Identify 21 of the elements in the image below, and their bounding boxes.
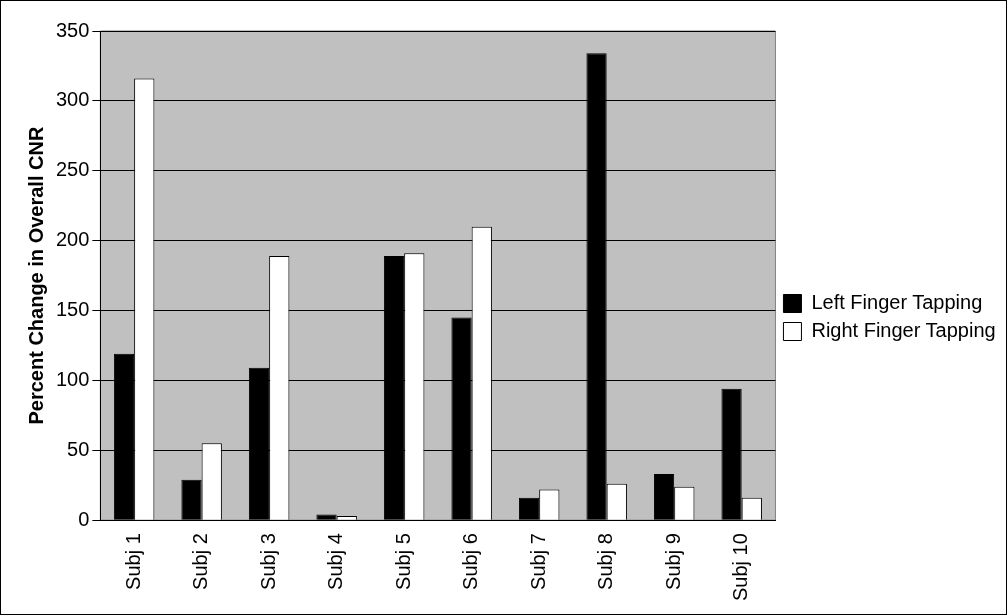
y-tick-label: 0: [78, 507, 90, 530]
y-tick-label: 350: [55, 18, 90, 41]
x-tick-label: Subj 3: [256, 533, 279, 590]
x-tick-label: Subj 7: [526, 533, 549, 590]
x-tick-label: Subj 9: [661, 533, 684, 590]
y-tick-label: 50: [67, 437, 90, 460]
y-tick-label: 150: [55, 298, 90, 321]
x-tick-label: Subj 4: [324, 533, 347, 590]
x-tick-label: Subj 6: [459, 533, 482, 590]
legend-label: Left Finger Tapping: [811, 291, 983, 314]
x-tick-label: Subj 5: [391, 533, 414, 590]
x-tick-label: Subj 10: [729, 533, 752, 602]
y-tick-label: 250: [55, 158, 90, 181]
y-tick-label: 300: [55, 88, 90, 111]
y-tick-label: 100: [55, 367, 90, 390]
legend-label: Right Finger Tapping: [811, 319, 996, 342]
x-tick-label: Subj 8: [594, 533, 617, 590]
y-axis-title: Percent Change in Overall CNR: [24, 126, 47, 425]
x-tick-label: Subj 1: [121, 533, 144, 590]
y-tick-label: 200: [55, 228, 90, 251]
x-tick-label: Subj 2: [189, 533, 212, 590]
